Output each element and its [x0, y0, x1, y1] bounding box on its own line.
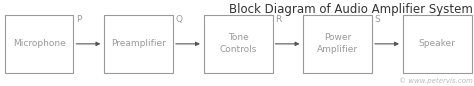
Bar: [5, 15, 73, 73]
Text: Tone
Controls: Tone Controls: [219, 33, 257, 54]
Text: Speaker: Speaker: [419, 39, 456, 48]
Text: Preamplifier: Preamplifier: [111, 39, 166, 48]
Bar: [403, 15, 472, 73]
Text: S: S: [374, 15, 380, 24]
Text: Microphone: Microphone: [13, 39, 65, 48]
Text: P: P: [76, 15, 81, 24]
Text: Q: Q: [175, 15, 182, 24]
Text: © www.petervis.com: © www.petervis.com: [399, 78, 473, 84]
Text: R: R: [275, 15, 281, 24]
Text: Block Diagram of Audio Amplifier System: Block Diagram of Audio Amplifier System: [229, 3, 473, 16]
Bar: [303, 15, 372, 73]
Text: Power
Amplifier: Power Amplifier: [317, 33, 358, 54]
Bar: [204, 15, 273, 73]
Bar: [104, 15, 173, 73]
